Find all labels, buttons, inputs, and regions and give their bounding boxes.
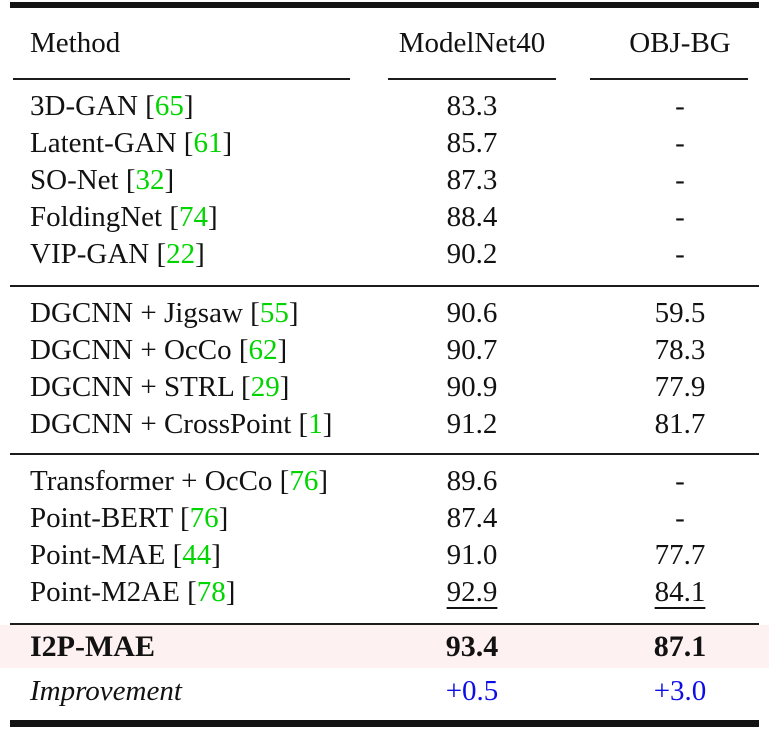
objbg-value: 77.7 bbox=[654, 539, 706, 571]
citation-number: 32 bbox=[135, 164, 165, 196]
modelnet40-value: 92.9 bbox=[388, 576, 556, 609]
modelnet40-value: 89.6 bbox=[446, 465, 498, 497]
improvement-objbg: +3.0 bbox=[653, 675, 707, 707]
improvement-row: Improvement +0.5 +3.0 bbox=[10, 668, 759, 715]
objbg-value: 87.1 bbox=[653, 629, 707, 663]
table-header-row: Method ModelNet40 OBJ-BG bbox=[10, 8, 759, 78]
table-row: DGCNN + STRL [29] 90.9 77.9 bbox=[10, 369, 759, 406]
table-row: DGCNN + OcCo [62] 90.7 78.3 bbox=[10, 332, 759, 369]
modelnet40-value: 91.2 bbox=[446, 408, 498, 440]
table-row: SO-Net [32] 87.3 - bbox=[10, 162, 759, 199]
table-row: Point-M2AE [78] 92.9 84.1 bbox=[10, 574, 759, 611]
citation-number: 78 bbox=[196, 576, 226, 608]
table-bottom-rule bbox=[10, 720, 759, 727]
objbg-value: - bbox=[675, 164, 685, 196]
modelnet40-value: 90.7 bbox=[446, 334, 498, 366]
objbg-value-underlined: 84.1 bbox=[654, 576, 706, 608]
table-row: Point-MAE [44] 91.0 77.7 bbox=[10, 537, 759, 574]
objbg-value: 81.7 bbox=[654, 408, 706, 440]
citation-number: 76 bbox=[289, 465, 319, 497]
modelnet40-value: 83.3 bbox=[446, 90, 498, 122]
table-row: 3D-GAN [65] 83.3 - bbox=[10, 88, 759, 125]
method-column-rule bbox=[13, 78, 350, 80]
table-row: FoldingNet [74] 88.4 - bbox=[10, 199, 759, 236]
citation-number: 74 bbox=[179, 201, 209, 233]
group-separator-rule bbox=[10, 623, 759, 625]
table-row: Transformer + OcCo [76] 89.6 - bbox=[10, 463, 759, 500]
objbg-value: - bbox=[675, 127, 685, 159]
objbg-value: - bbox=[675, 502, 685, 534]
objbg-column-rule bbox=[590, 78, 748, 80]
citation-number: 76 bbox=[189, 502, 219, 534]
method-cell: Latent-GAN [61] bbox=[30, 127, 233, 159]
header-underline-rules bbox=[10, 78, 759, 80]
objbg-value: - bbox=[675, 90, 685, 122]
table-row: Point-BERT [76] 87.4 - bbox=[10, 500, 759, 537]
objbg-value: - bbox=[675, 238, 685, 270]
modelnet40-column-rule bbox=[388, 78, 556, 80]
method-cell: Point-BERT [76] bbox=[30, 502, 229, 534]
method-cell: 3D-GAN [65] bbox=[30, 90, 194, 122]
method-cell: I2P-MAE bbox=[30, 629, 155, 663]
group-separator-rule bbox=[10, 285, 759, 287]
objbg-value: - bbox=[675, 201, 685, 233]
modelnet40-value: 90.9 bbox=[446, 371, 498, 403]
modelnet40-value: 93.4 bbox=[445, 629, 499, 663]
modelnet40-value: 91.0 bbox=[446, 539, 498, 571]
group-dgcnn-methods: DGCNN + Jigsaw [55] 90.6 59.5 DGCNN + OcCo … bbox=[10, 287, 759, 453]
method-cell: Point-MAE [44] bbox=[30, 539, 221, 571]
method-cell: DGCNN + STRL [29] bbox=[30, 371, 290, 403]
objbg-value: - bbox=[675, 465, 685, 497]
modelnet40-value-underlined: 92.9 bbox=[446, 576, 498, 608]
method-cell: SO-Net [32] bbox=[30, 164, 175, 196]
citation-number: 44 bbox=[182, 539, 212, 571]
table-row: Latent-GAN [61] 85.7 - bbox=[10, 125, 759, 162]
table-row: DGCNN + CrossPoint [1] 91.2 81.7 bbox=[10, 406, 759, 443]
objbg-value: 78.3 bbox=[654, 334, 706, 366]
column-header-modelnet40: ModelNet40 bbox=[398, 26, 546, 59]
objbg-value: 77.9 bbox=[654, 371, 706, 403]
citation-number: 61 bbox=[193, 127, 223, 159]
method-cell: Transformer + OcCo [76] bbox=[30, 465, 329, 497]
column-header-objbg: OBJ-BG bbox=[629, 26, 731, 59]
table-top-rule bbox=[10, 2, 759, 8]
improvement-modelnet40: +0.5 bbox=[445, 675, 499, 707]
citation-number: 55 bbox=[259, 297, 289, 329]
objbg-value: 84.1 bbox=[601, 576, 759, 609]
table-row: VIP-GAN [22] 90.2 - bbox=[10, 236, 759, 273]
modelnet40-value: 90.6 bbox=[446, 297, 498, 329]
improvement-label: Improvement bbox=[30, 675, 182, 707]
group-transformer-methods: Transformer + OcCo [76] 89.6- Point-BERT [… bbox=[10, 455, 759, 623]
method-cell: DGCNN + OcCo [62] bbox=[30, 334, 288, 366]
modelnet40-value: 87.4 bbox=[446, 502, 498, 534]
citation-number: 65 bbox=[154, 90, 184, 122]
table-row: DGCNN + Jigsaw [55] 90.6 59.5 bbox=[10, 295, 759, 332]
modelnet40-value: 88.4 bbox=[446, 201, 498, 233]
modelnet40-value: 87.3 bbox=[446, 164, 498, 196]
column-header-method: Method bbox=[30, 26, 121, 59]
method-cell: FoldingNet [74] bbox=[30, 201, 218, 233]
method-cell: DGCNN + Jigsaw [55] bbox=[30, 297, 299, 329]
i2p-mae-highlight-row: I2P-MAE 93.4 87.1 bbox=[0, 625, 769, 668]
citation-number: 22 bbox=[166, 238, 196, 270]
method-cell: DGCNN + CrossPoint [1] bbox=[30, 408, 333, 440]
citation-number: 62 bbox=[248, 334, 278, 366]
method-cell: VIP-GAN [22] bbox=[30, 238, 205, 270]
modelnet40-value: 85.7 bbox=[446, 127, 498, 159]
citation-number: 29 bbox=[250, 371, 280, 403]
method-cell: Point-M2AE [78] bbox=[30, 576, 236, 608]
group-generative-methods: 3D-GAN [65] 83.3- Latent-GAN [61] 85.7- SO-N… bbox=[10, 80, 759, 285]
group-separator-rule bbox=[10, 453, 759, 455]
citation-number: 1 bbox=[308, 408, 323, 440]
objbg-value: 59.5 bbox=[654, 297, 706, 329]
modelnet40-value: 90.2 bbox=[446, 238, 498, 270]
